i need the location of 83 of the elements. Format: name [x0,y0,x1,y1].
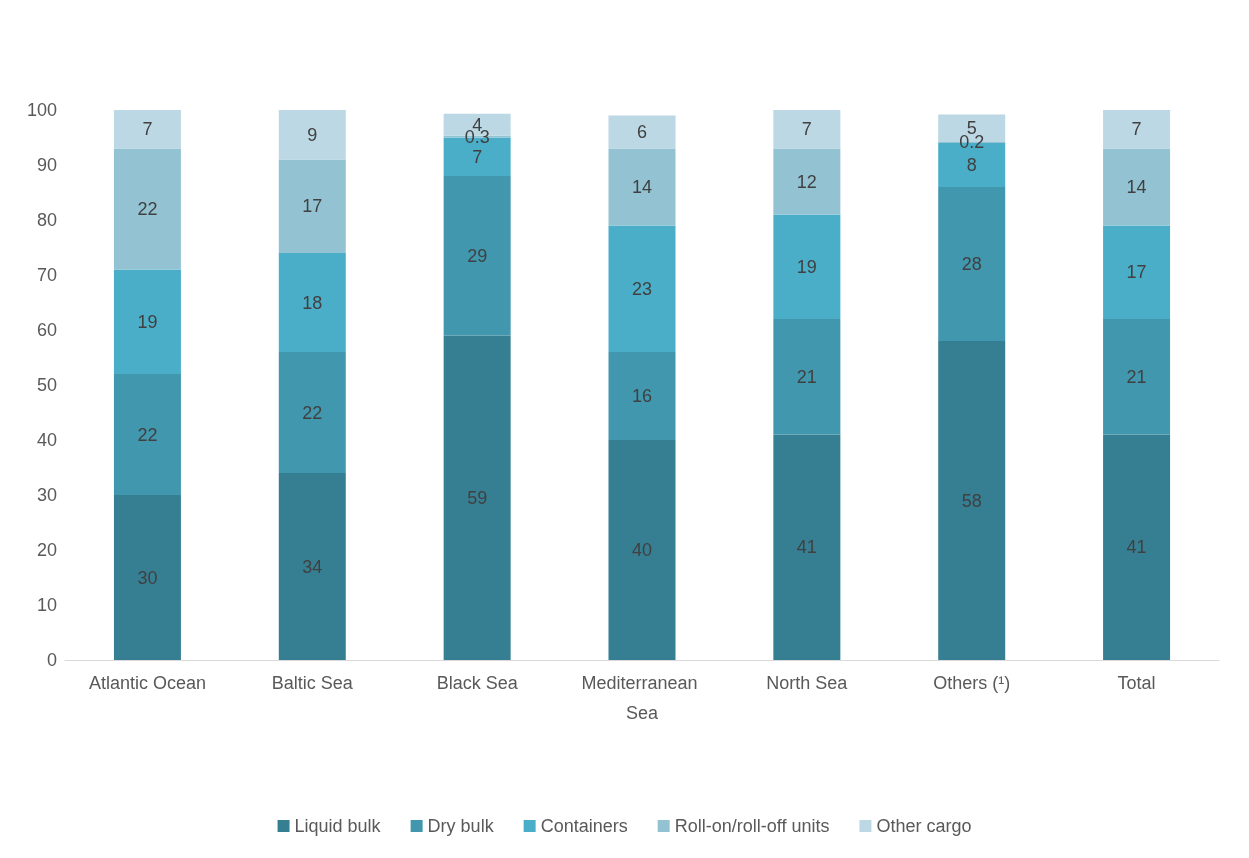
data-label: 7 [472,146,483,167]
y-tick-label: 70 [36,265,57,285]
bar [278,159,346,253]
bar [443,335,511,660]
x-tick-label: Baltic Sea [271,673,354,693]
x-tick-label: Atlantic Ocean [88,673,206,693]
bar [1103,434,1171,660]
data-label: 19 [796,256,817,277]
bar [608,115,676,149]
data-label: 9 [307,124,318,145]
data-label: 34 [302,556,323,577]
bar [1103,225,1171,319]
y-tick-label: 60 [36,320,57,340]
y-tick-label: 50 [36,375,57,395]
data-label: 17 [302,196,323,217]
data-label: 41 [1126,537,1147,558]
x-tick-label: Total [1117,673,1156,693]
bar [443,176,511,336]
y-tick-label: 40 [36,430,57,450]
legend-label: Roll-on/roll-off units [674,816,830,836]
x-tick-label: North Sea [766,673,849,693]
bar [1103,319,1171,435]
data-label: 17 [1126,262,1147,283]
data-label: 22 [302,402,323,423]
bar [773,110,841,149]
data-label: 29 [467,245,488,266]
x-tick-label: Others (¹) [933,673,1011,693]
legend-label: Other cargo [876,816,972,836]
data-label: 30 [137,567,158,588]
x-tick-label: Mediterranean Sea [581,673,703,723]
bar [608,352,676,440]
y-tick-label: 80 [36,210,57,230]
legend-label: Dry bulk [427,816,495,836]
bar [278,110,346,160]
bar [773,434,841,660]
y-tick-label: 10 [36,595,57,615]
bar [113,495,181,660]
data-label: 14 [631,177,653,197]
data-label: 16 [631,386,653,406]
data-label: 40 [631,540,653,560]
y-tick-label: 20 [36,540,57,560]
y-tick-label: 90 [36,155,57,175]
data-label: 41 [796,537,817,558]
bar [608,440,676,660]
data-label: 7 [801,119,812,140]
bar [608,225,676,352]
data-label: 21 [796,366,817,387]
bar [608,148,676,226]
data-label: 23 [631,278,653,299]
bar [773,319,841,435]
data-label: 19 [137,311,158,332]
data-label: 58 [961,490,982,511]
data-label: 7 [1131,119,1142,140]
data-label: 7 [142,119,153,140]
bar [938,187,1006,341]
bar [113,110,181,149]
bar [1103,148,1171,226]
data-label: 8 [966,155,977,175]
data-label: 14 [1126,177,1147,197]
data-label: 21 [1126,366,1147,387]
bar [773,214,841,319]
bar [278,473,346,660]
x-tick-label: Black Sea [436,673,519,693]
legend-label: Liquid bulk [294,816,382,836]
y-tick-label: 0 [46,650,57,670]
data-label: 18 [302,292,323,313]
bar [113,269,181,374]
legend-label: Containers [540,816,628,836]
bar [1103,110,1171,149]
y-tick-label: 30 [36,485,57,505]
bar [938,341,1006,660]
data-label: 12 [796,171,817,192]
data-label: 22 [137,424,158,445]
data-label: 28 [961,254,982,274]
bar [113,148,181,270]
data-label: 59 [467,487,488,508]
y-tick-label: 100 [26,100,57,120]
data-label: 6 [636,122,648,142]
bar [113,374,181,495]
data-label: 22 [137,199,158,219]
bar [278,352,346,473]
bar [773,148,841,215]
bar [278,253,346,352]
